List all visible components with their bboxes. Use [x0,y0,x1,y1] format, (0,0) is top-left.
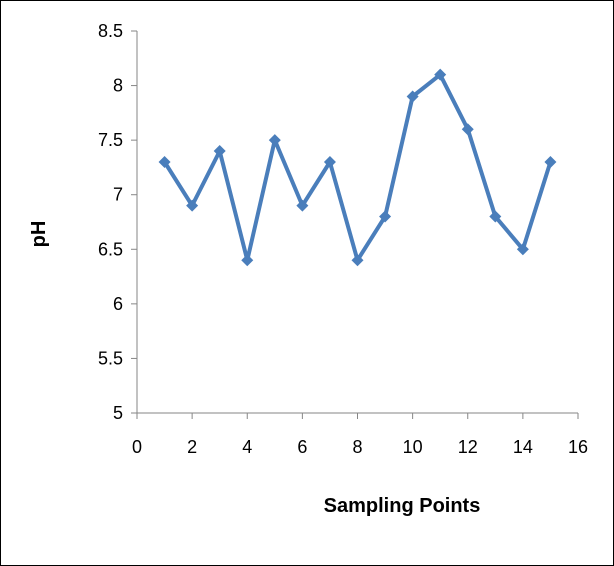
data-point-marker [461,123,474,136]
data-point-marker [213,145,226,158]
data-point-marker [489,210,502,223]
tick-labels: 5 5.5 6 6.5 7 7.5 8 8.5 0 2 4 6 8 10 12 14 16 [98,21,588,457]
x-tick-label: 2 [187,437,197,457]
data-point-marker [351,254,364,267]
x-tick-label: 4 [242,437,252,457]
data-point-marker [268,134,281,147]
data-point-marker [434,68,447,81]
data-point-marker [323,155,336,168]
x-tick-label: 6 [297,437,307,457]
data-point-marker [296,199,309,212]
y-tick-label: 7 [113,185,123,205]
x-tick-label: 0 [132,437,142,457]
x-tick-label: 14 [513,437,533,457]
data-point-marker [516,243,529,256]
series-layer [158,68,557,267]
data-point-marker [379,210,392,223]
y-tick-label: 5 [113,403,123,423]
data-point-marker [158,155,171,168]
y-tick-label: 7.5 [98,130,123,150]
x-tick-label: 10 [403,437,423,457]
y-tick-label: 8.5 [98,21,123,41]
x-tick-label: 8 [352,437,362,457]
axes [131,30,579,419]
data-point-marker [406,90,419,103]
x-axis-title: Sampling Points [324,495,481,517]
data-point-marker [241,254,254,267]
y-tick-label: 8 [113,76,123,96]
data-point-marker [186,199,199,212]
y-tick-label: 6 [113,294,123,314]
y-tick-label: 5.5 [98,348,123,368]
y-axis-title: pH [28,221,50,248]
x-tick-label: 12 [458,437,478,457]
data-point-marker [544,155,557,168]
series-line [162,72,553,263]
x-tick-label: 16 [568,437,588,457]
y-tick-label: 6.5 [98,239,123,259]
